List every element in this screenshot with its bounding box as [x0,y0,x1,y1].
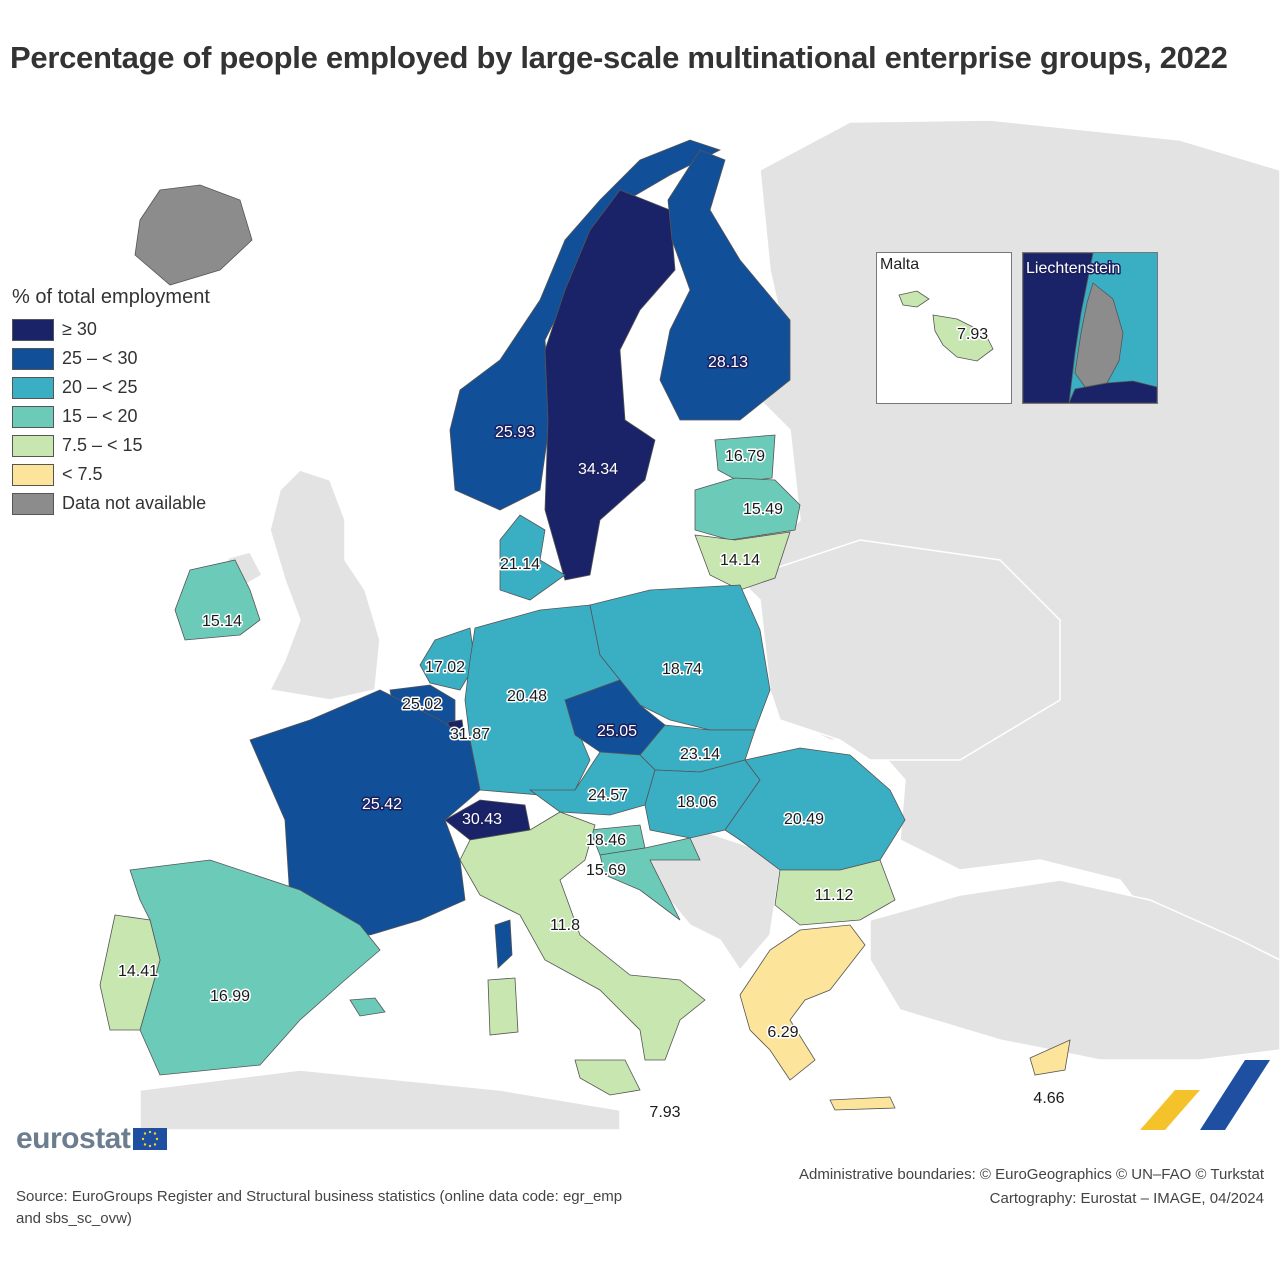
label-czechia: 25.05 [597,723,637,740]
region-sicily [574,1059,641,1096]
region-bulgaria [774,859,896,926]
label-hungary: 18.06 [677,794,717,811]
region-greece [739,924,866,1081]
legend-swatch [12,492,54,515]
label-latvia: 15.49 [743,501,783,518]
inset-malta-title: Malta [880,256,920,273]
legend-item: Data not available [12,489,210,518]
label-romania: 20.49 [784,811,824,828]
legend-swatch [12,376,54,399]
legend-swatch [12,405,54,428]
credits: Administrative boundaries: © EuroGeograp… [799,1163,1264,1211]
label-croatia: 15.69 [586,862,626,879]
label-lithuania: 14.14 [720,552,760,569]
legend-swatch [12,318,54,341]
legend-label: < 7.5 [62,464,103,484]
land-africa [139,1069,621,1130]
region-lithuania [694,531,791,591]
legend-label: 25 – < 30 [62,348,138,368]
legend-title: % of total employment [12,286,210,308]
label-slovakia: 23.14 [680,746,720,763]
source-note: Source: EuroGroups Register and Structur… [16,1188,623,1227]
region-cyprus [1029,1039,1071,1076]
europe-map: 34.34 28.13 25.93 16.79 15.49 14.14 21.1… [99,119,1280,1130]
label-switzerland: 30.43 [462,811,502,828]
label-austria: 24.57 [588,787,628,804]
legend-item: 25 – < 30 [12,344,210,373]
land-turkey [869,879,1280,1061]
eu-flag-icon [133,1128,168,1150]
label-norway: 25.93 [495,424,535,441]
label-germany: 20.48 [507,688,547,705]
region-iceland [134,184,253,286]
region-sardinia [487,977,519,1036]
legend-label: 7.5 – < 15 [62,435,143,455]
region-latvia [694,477,801,541]
legend-label: Data not available [62,493,207,513]
inset-liechtenstein-title: Liechtenstein [1026,260,1120,277]
label-netherlands: 17.02 [425,659,465,676]
legend-label: ≥ 30 [62,319,97,339]
inset-malta: Malta 7.93 [876,252,1012,404]
legend-item: 7.5 – < 15 [12,431,210,460]
label-portugal: 14.41 [118,963,158,980]
region-corsica [494,919,513,969]
label-italy: 11.8 [550,917,580,934]
legend-swatch [12,434,54,457]
legend-item: < 7.5 [12,460,210,489]
inset-liechtenstein: Liechtenstein [1022,252,1158,404]
label-greece: 6.29 [767,1024,798,1041]
region-portugal [99,914,161,1031]
logo-text: eurostat [16,1122,131,1155]
label-spain: 16.99 [210,988,250,1005]
label-belgium: 25.02 [402,696,442,713]
legend-swatch [12,463,54,486]
legend-item: 20 – < 25 [12,373,210,402]
credits-line-cartography: Cartography: Eurostat – IMAGE, 04/2024 [989,1190,1264,1207]
inset-malta-value: 7.93 [957,326,988,343]
label-france: 25.42 [362,796,402,813]
label-ireland: 15.14 [202,613,242,630]
region-denmark [499,514,566,601]
legend-swatch [12,347,54,370]
region-netherlands [419,627,476,691]
land-belarus-ukraine [738,539,1061,761]
region-ireland [174,559,261,641]
land-uk [268,469,381,701]
label-sweden: 34.34 [578,461,618,478]
land-balkans [638,829,781,972]
eurostat-logo: eurostat [16,1122,168,1156]
label-estonia: 16.79 [725,448,765,465]
label-slovenia: 18.46 [586,832,626,849]
label-malta: 7.93 [649,1104,680,1121]
label-cyprus: 4.66 [1033,1090,1064,1107]
label-denmark: 21.14 [500,556,540,573]
label-luxembourg: 31.87 [450,726,490,743]
legend-label: 15 – < 20 [62,406,138,426]
image-logo-icon [1140,1060,1270,1130]
region-finland [659,149,791,421]
value-labels: 34.34 28.13 25.93 16.79 15.49 14.14 21.1… [116,353,1066,1123]
region-sweden [544,189,676,581]
label-finland: 28.13 [708,354,748,371]
region-croatia [599,837,701,921]
map-title: Percentage of people employed by large-s… [10,40,1228,75]
legend: % of total employment ≥ 30 25 – < 30 20 … [12,286,210,518]
region-italy [459,811,706,1061]
label-poland: 18.74 [662,661,702,678]
region-baleares [349,997,386,1017]
legend-item: 15 – < 20 [12,402,210,431]
inset-malta-map: 7.93 [898,290,994,362]
legend-label: 20 – < 25 [62,377,138,397]
region-crete [829,1096,896,1111]
credits-line-boundaries: Administrative boundaries: © EuroGeograp… [798,1166,1264,1183]
legend-item: ≥ 30 [12,315,210,344]
inset-liechtenstein-map: Liechtenstein [1023,253,1157,403]
label-bulgaria: 11.12 [815,887,854,904]
